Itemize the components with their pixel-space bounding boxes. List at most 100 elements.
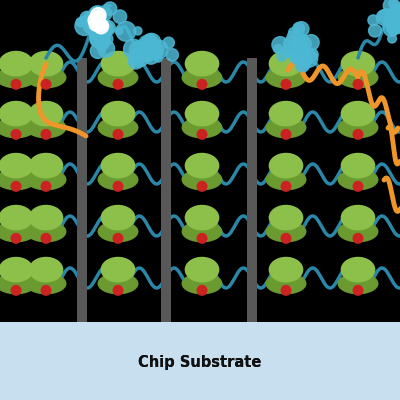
Ellipse shape — [26, 222, 66, 242]
Circle shape — [393, 24, 400, 34]
Ellipse shape — [341, 258, 375, 282]
Ellipse shape — [29, 206, 63, 230]
Circle shape — [113, 234, 123, 243]
Ellipse shape — [26, 68, 66, 88]
Circle shape — [140, 42, 157, 59]
Circle shape — [11, 234, 21, 243]
Circle shape — [130, 48, 149, 67]
Circle shape — [376, 10, 392, 25]
Circle shape — [368, 15, 378, 26]
Bar — [161, 58, 171, 322]
Circle shape — [139, 36, 155, 52]
Ellipse shape — [266, 170, 306, 190]
Ellipse shape — [98, 118, 138, 138]
Circle shape — [163, 37, 174, 48]
Circle shape — [141, 48, 155, 62]
Ellipse shape — [101, 258, 135, 282]
Ellipse shape — [266, 274, 306, 294]
Circle shape — [294, 50, 311, 66]
Circle shape — [281, 182, 291, 191]
Circle shape — [142, 44, 158, 59]
Ellipse shape — [338, 118, 378, 138]
Circle shape — [281, 80, 291, 89]
Circle shape — [353, 286, 363, 295]
Circle shape — [149, 46, 161, 59]
Ellipse shape — [338, 68, 378, 88]
Circle shape — [388, 26, 398, 36]
Circle shape — [296, 34, 307, 44]
Ellipse shape — [269, 206, 303, 230]
Ellipse shape — [98, 170, 138, 190]
Circle shape — [148, 48, 157, 57]
Ellipse shape — [269, 52, 303, 76]
Circle shape — [284, 36, 300, 52]
Circle shape — [95, 18, 110, 34]
Circle shape — [75, 16, 94, 36]
Circle shape — [90, 26, 110, 47]
Ellipse shape — [185, 52, 219, 76]
Circle shape — [353, 130, 363, 139]
Circle shape — [128, 54, 144, 69]
Bar — [77, 58, 87, 322]
Ellipse shape — [269, 258, 303, 282]
Circle shape — [95, 26, 111, 42]
Circle shape — [295, 37, 306, 49]
Circle shape — [100, 22, 114, 36]
Circle shape — [95, 13, 105, 22]
Bar — [77, 58, 87, 322]
Bar — [0, 322, 400, 400]
Ellipse shape — [269, 102, 303, 126]
Bar — [247, 58, 257, 322]
Ellipse shape — [29, 258, 63, 282]
Ellipse shape — [341, 52, 375, 76]
Circle shape — [166, 49, 178, 61]
Circle shape — [297, 55, 311, 69]
Circle shape — [197, 286, 207, 295]
Circle shape — [197, 130, 207, 139]
Circle shape — [98, 40, 114, 57]
Circle shape — [299, 42, 306, 48]
Circle shape — [388, 17, 400, 28]
Circle shape — [113, 80, 123, 89]
Ellipse shape — [29, 52, 63, 76]
Circle shape — [143, 44, 158, 59]
Ellipse shape — [182, 118, 222, 138]
Circle shape — [288, 48, 299, 58]
Circle shape — [288, 28, 298, 37]
Ellipse shape — [338, 170, 378, 190]
Circle shape — [94, 8, 106, 20]
Circle shape — [11, 130, 21, 139]
Ellipse shape — [29, 102, 63, 126]
Ellipse shape — [185, 154, 219, 178]
Circle shape — [124, 39, 143, 59]
Circle shape — [287, 31, 300, 44]
Circle shape — [277, 51, 287, 61]
Circle shape — [154, 54, 162, 62]
Circle shape — [92, 20, 104, 32]
Circle shape — [98, 22, 106, 30]
Ellipse shape — [101, 52, 135, 76]
Circle shape — [95, 20, 105, 31]
Circle shape — [281, 130, 291, 139]
Ellipse shape — [182, 274, 222, 294]
Ellipse shape — [266, 68, 306, 88]
Ellipse shape — [182, 170, 222, 190]
Circle shape — [153, 50, 162, 59]
Ellipse shape — [185, 206, 219, 230]
Circle shape — [145, 40, 157, 52]
Circle shape — [116, 22, 136, 41]
Circle shape — [281, 286, 291, 295]
Ellipse shape — [0, 102, 33, 126]
Circle shape — [386, 22, 397, 33]
Circle shape — [197, 234, 207, 243]
Circle shape — [95, 36, 109, 50]
Circle shape — [399, 10, 400, 25]
Circle shape — [379, 9, 394, 24]
Ellipse shape — [0, 154, 33, 178]
Circle shape — [306, 48, 318, 61]
Ellipse shape — [0, 170, 36, 190]
Circle shape — [397, 14, 400, 22]
Circle shape — [91, 6, 102, 17]
Ellipse shape — [182, 222, 222, 242]
Ellipse shape — [0, 274, 36, 294]
